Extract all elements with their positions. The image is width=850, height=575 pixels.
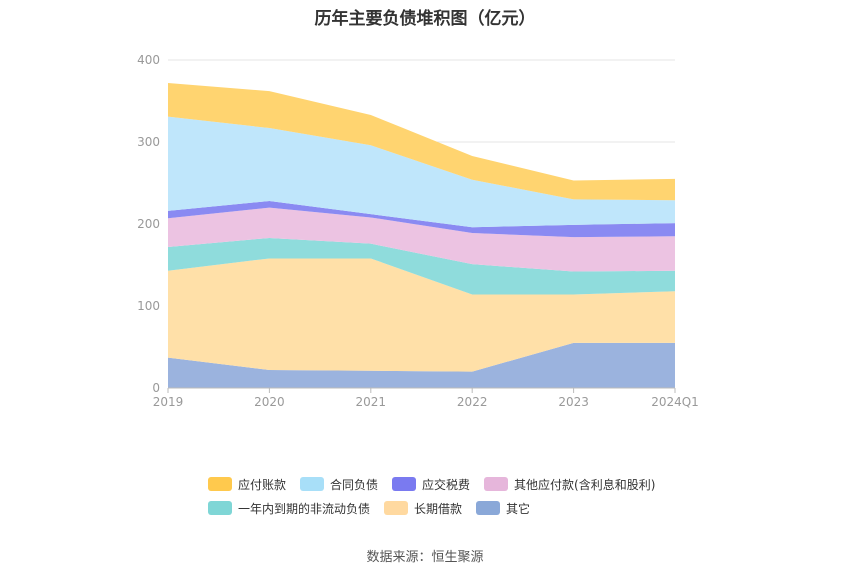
legend-item[interactable]: 其他应付款(含利息和股利): [484, 476, 655, 493]
area-6: [168, 82, 675, 201]
legend-label: 一年内到期的非流动负债: [238, 501, 371, 516]
legend-row: 应付账款 合同负债 应交税费 其他应付款(含利息和股利): [208, 472, 728, 496]
y-tick-label: 200: [137, 217, 160, 231]
area-3: [168, 207, 675, 272]
legend-label: 长期借款: [414, 501, 463, 516]
axes: 0 100 200 300 400 2019 2020 2021 2022 2023 2024Q1: [137, 53, 699, 409]
legend-swatch: [208, 501, 232, 515]
area-1: [168, 258, 675, 372]
x-tick-label: 2019: [153, 395, 184, 409]
legend-swatch: [208, 477, 232, 491]
area-2: [168, 237, 675, 295]
legend-swatch: [476, 501, 501, 515]
legend-item[interactable]: 其它: [476, 500, 530, 517]
legend-label: 合同负债: [330, 477, 379, 492]
x-tick-label: 2021: [356, 395, 387, 409]
x-tick-label: 2020: [254, 395, 285, 409]
legend-item[interactable]: 长期借款: [384, 500, 462, 517]
legend-item[interactable]: 应付账款: [208, 476, 286, 493]
legend: 应付账款 合同负债 应交税费 其他应付款(含利息和股利) 一年内到期的非流动负债 长期借款…: [208, 472, 728, 520]
legend-swatch: [484, 477, 509, 491]
data-source: 数据来源：恒生聚源: [366, 550, 484, 565]
legend-item[interactable]: 一年内到期的非流动负债: [208, 500, 370, 517]
stacked-area-chart: 0 100 200 300 400 2019 2020 2021 2022 2023 2024Q1: [137, 53, 699, 409]
legend-swatch: [300, 477, 325, 491]
area-4: [168, 201, 675, 238]
legend-label: 其他应付款(含利息和股利): [514, 477, 656, 492]
legend-row: 一年内到期的非流动负债 长期借款 其它: [208, 496, 728, 520]
y-tick-label: 400: [137, 53, 160, 67]
area-0: [168, 342, 675, 388]
legend-label: 其它: [506, 501, 531, 516]
x-tick-label: 2023: [558, 395, 589, 409]
y-tick-label: 300: [137, 135, 160, 149]
legend-label: 应付账款: [238, 477, 287, 492]
y-tick-label: 100: [137, 299, 160, 313]
area-series: [168, 82, 675, 388]
x-tick-label: 2024Q1: [651, 395, 699, 409]
legend-swatch: [384, 501, 409, 515]
chart-title: 历年主要负债堆积图（亿元）: [314, 9, 536, 29]
legend-swatch: [392, 477, 417, 491]
legend-item[interactable]: 应交税费: [392, 476, 470, 493]
legend-label: 应交税费: [422, 477, 471, 492]
x-tick-label: 2022: [457, 395, 488, 409]
area-5: [168, 116, 675, 228]
legend-item[interactable]: 合同负债: [300, 476, 378, 493]
y-tick-label: 0: [152, 381, 160, 395]
